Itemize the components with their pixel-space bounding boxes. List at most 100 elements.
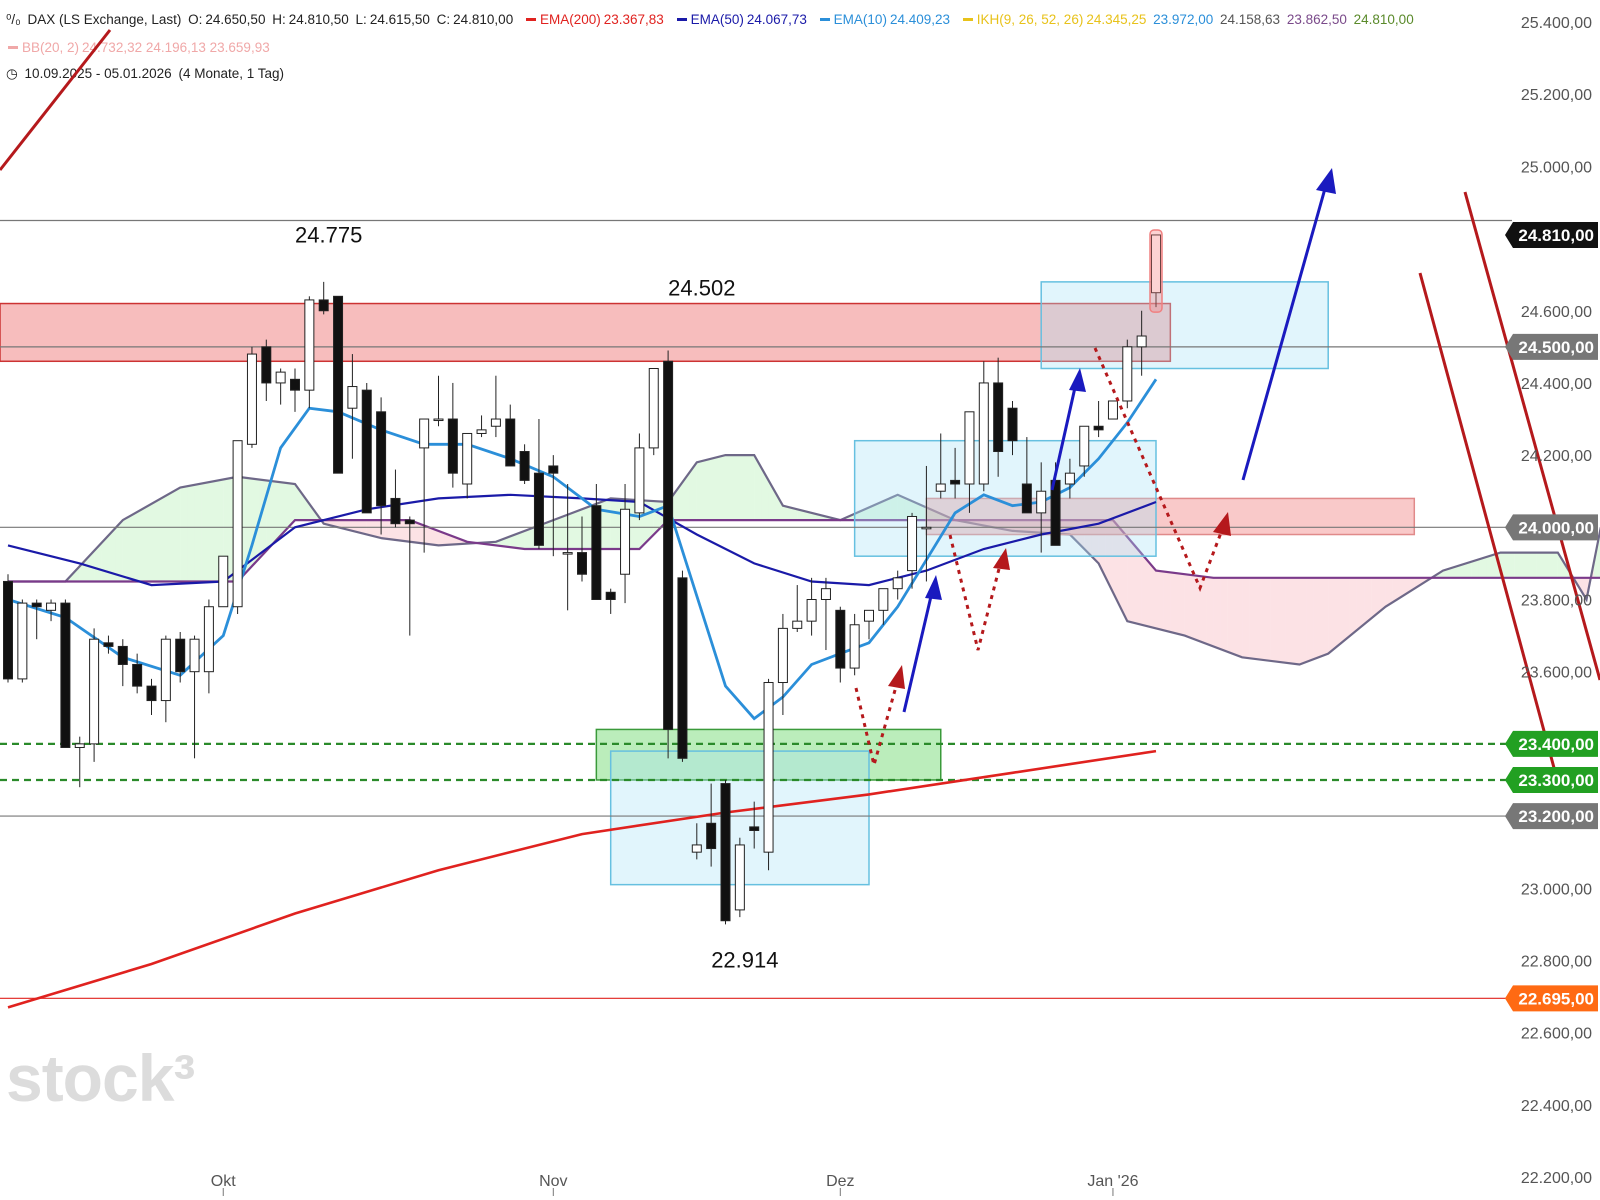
candle-body bbox=[835, 609, 846, 669]
candle-body bbox=[1079, 425, 1090, 467]
cloud-segment bbox=[1177, 573, 1185, 636]
cloud-segment bbox=[1091, 520, 1099, 564]
chart-legend-line-2: BB(20, 2) 24.732,32 24.196,13 23.659,93 bbox=[6, 40, 273, 55]
cloud-segment bbox=[560, 514, 568, 549]
bb-name: BB(20, 2) bbox=[22, 40, 80, 55]
cloud-segment bbox=[1191, 575, 1200, 642]
candle-body bbox=[820, 588, 831, 600]
cloud-segment bbox=[890, 494, 898, 521]
candle-body bbox=[950, 479, 961, 485]
cloud-segment bbox=[703, 458, 712, 521]
cloud-segment bbox=[388, 520, 396, 540]
annotation-label: 22.914 bbox=[711, 947, 778, 972]
cloud-segment bbox=[1277, 577, 1286, 663]
cloud-segment bbox=[782, 505, 791, 521]
cloud-segment bbox=[790, 507, 798, 521]
candle-body bbox=[763, 682, 774, 853]
cloud-segment bbox=[402, 520, 410, 542]
ikh-value-2: 23.972,00 bbox=[1153, 12, 1214, 27]
cloud-segment bbox=[1148, 562, 1156, 629]
annotation-label: 24.502 bbox=[668, 276, 735, 301]
annotation-label: 24.775 bbox=[295, 223, 362, 248]
candle-body bbox=[734, 844, 745, 911]
drawings bbox=[0, 29, 1600, 791]
candle-body bbox=[175, 638, 186, 673]
candle-body bbox=[993, 382, 1004, 453]
price-tag-2-bg bbox=[1505, 514, 1598, 541]
candle-body bbox=[117, 645, 128, 665]
cloud-segment bbox=[158, 495, 166, 582]
candle-body bbox=[935, 483, 946, 492]
candle-body bbox=[46, 602, 57, 611]
candle-body bbox=[462, 432, 473, 485]
cloud-segment bbox=[711, 456, 719, 521]
candle-body bbox=[591, 505, 602, 600]
cloud-segment bbox=[1041, 520, 1049, 534]
cloud-segment bbox=[72, 566, 80, 582]
candle-body bbox=[691, 844, 702, 853]
cloud-segment bbox=[194, 483, 202, 582]
candle-body bbox=[1021, 483, 1032, 514]
arrow-blue-long-head bbox=[1316, 168, 1336, 194]
cloud-segment bbox=[1321, 577, 1329, 657]
watermark-logo: stock³ bbox=[6, 1041, 195, 1115]
x-tick-label: Okt bbox=[211, 1173, 236, 1190]
candle-body bbox=[447, 418, 458, 474]
last-candle-highlight bbox=[1149, 229, 1163, 313]
ema200-line bbox=[7, 749, 1157, 1009]
candle-body bbox=[907, 515, 918, 572]
ema10-value: 24.409,23 bbox=[889, 12, 950, 27]
candle-body bbox=[74, 743, 85, 748]
cloud-segment bbox=[1550, 552, 1558, 578]
price-tag-1-bg bbox=[1505, 333, 1598, 360]
arrow-blue-long bbox=[1241, 184, 1328, 481]
cloud-segment bbox=[1127, 536, 1135, 623]
candle-body bbox=[304, 299, 315, 391]
cloud-segment bbox=[1457, 563, 1465, 578]
low-label: L: bbox=[355, 12, 367, 27]
cloud-segment bbox=[754, 455, 762, 521]
cloud-segment bbox=[1399, 577, 1408, 598]
cloud-segment bbox=[517, 530, 525, 549]
trend-line-red-topleft bbox=[0, 29, 112, 171]
candle-body bbox=[146, 685, 157, 702]
cloud-segment bbox=[524, 528, 532, 549]
cloud-segment bbox=[1141, 553, 1149, 627]
candle-body bbox=[1093, 425, 1104, 431]
candle-body bbox=[562, 552, 573, 555]
candle-body bbox=[1064, 472, 1075, 485]
last-price-tag: 24.810,00 bbox=[1518, 226, 1594, 245]
cloud-segment bbox=[438, 530, 446, 546]
cloud-segment bbox=[273, 481, 281, 544]
candle-body bbox=[706, 822, 717, 850]
y-tick-label: 22.400,00 bbox=[1521, 1098, 1592, 1115]
cloud-segment bbox=[1112, 520, 1121, 607]
ema10-name: EMA(10) bbox=[833, 12, 887, 27]
cloud-segment bbox=[904, 497, 913, 521]
candle-body bbox=[1050, 479, 1061, 546]
candle-body bbox=[648, 368, 659, 449]
cloud-segment bbox=[675, 482, 683, 521]
cloud-segment bbox=[1184, 574, 1192, 639]
candle-body bbox=[577, 552, 587, 575]
cloud-segment bbox=[1134, 545, 1142, 625]
cloud-segment bbox=[287, 483, 295, 528]
cloud-segment bbox=[1328, 577, 1336, 654]
arrow-red-dotted-3-head bbox=[1213, 512, 1231, 536]
candles-icon: ⁰/₀ bbox=[6, 12, 21, 27]
candle-body bbox=[318, 299, 329, 312]
y-tick-label: 22.600,00 bbox=[1521, 1026, 1592, 1043]
cloud-segment bbox=[510, 533, 518, 549]
chart-legend-line-3: ◷ 10.09.2025 - 05.01.2026 (4 Monate, 1 T… bbox=[6, 66, 287, 82]
zone-box-5 bbox=[1040, 281, 1329, 370]
open-value: 24.650,50 bbox=[205, 12, 266, 27]
cloud-segment bbox=[1486, 554, 1494, 578]
price-tag-5-bg bbox=[1505, 803, 1598, 830]
y-tick-label: 23.800,00 bbox=[1521, 593, 1592, 610]
arrow-red-dotted-1-head bbox=[888, 665, 905, 689]
ikh-value-3: 24.158,63 bbox=[1219, 12, 1281, 27]
y-tick-label: 25.200,00 bbox=[1521, 87, 1592, 104]
cloud-segment bbox=[775, 493, 783, 521]
candle-body bbox=[1036, 490, 1047, 514]
